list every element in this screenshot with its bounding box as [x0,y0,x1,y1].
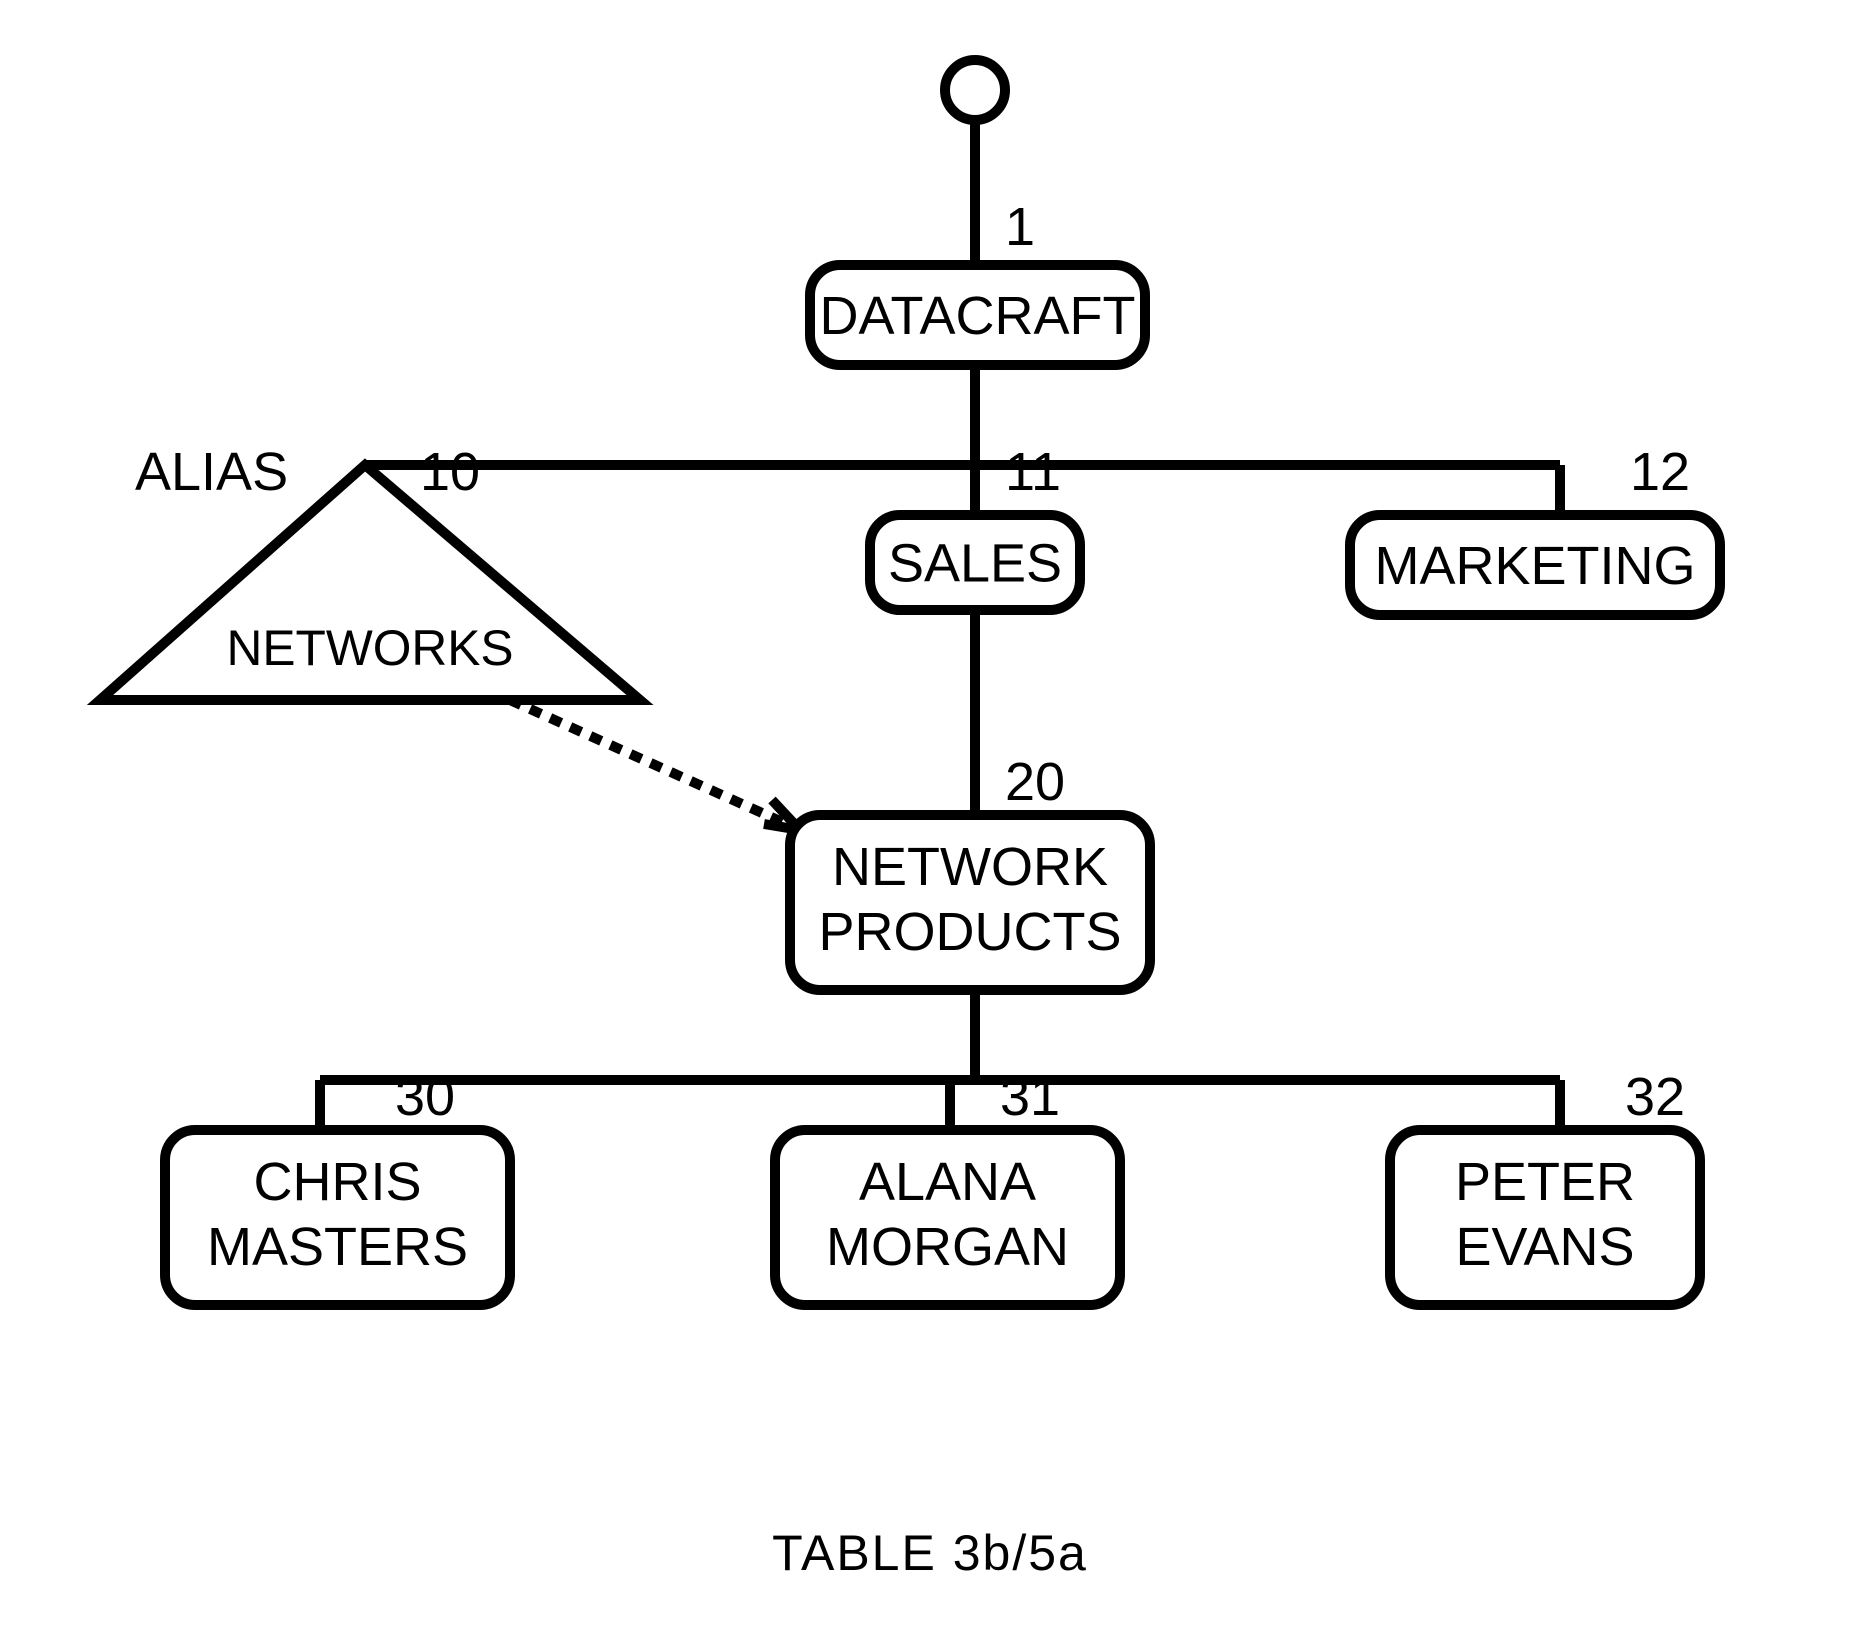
node-label: PRODUCTS [818,902,1121,962]
node-number: 31 [1000,1067,1060,1127]
node-number: 12 [1630,442,1690,502]
node-label: MORGAN [826,1217,1069,1277]
node-label: MARKETING [1374,536,1695,596]
node-label: NETWORK [832,837,1108,897]
node-number: 20 [1005,752,1065,812]
node-label: EVANS [1455,1217,1634,1277]
node-number: 1 [1005,197,1035,257]
node-label: ALANA [859,1152,1036,1212]
node-label: CHRIS [253,1152,421,1212]
node-number: 32 [1625,1067,1685,1127]
root-circle [945,60,1005,120]
figure-caption: TABLE 3b/5a [772,1525,1088,1581]
alias-label: ALIAS [135,442,288,502]
node-number: 30 [395,1067,455,1127]
node-number: 10 [420,442,480,502]
node-label: PETER [1455,1152,1635,1212]
node-number: 11 [1005,442,1061,502]
node-label: NETWORKS [227,620,514,676]
org-tree-diagram: ALIAS DATACRAFT 1 NETWORKS 10 SALES 11 MARKETIN… [0,0,1855,1648]
node-label: MASTERS [207,1217,468,1277]
node-label: SALES [888,533,1062,593]
node-label: DATACRAFT [820,286,1136,346]
